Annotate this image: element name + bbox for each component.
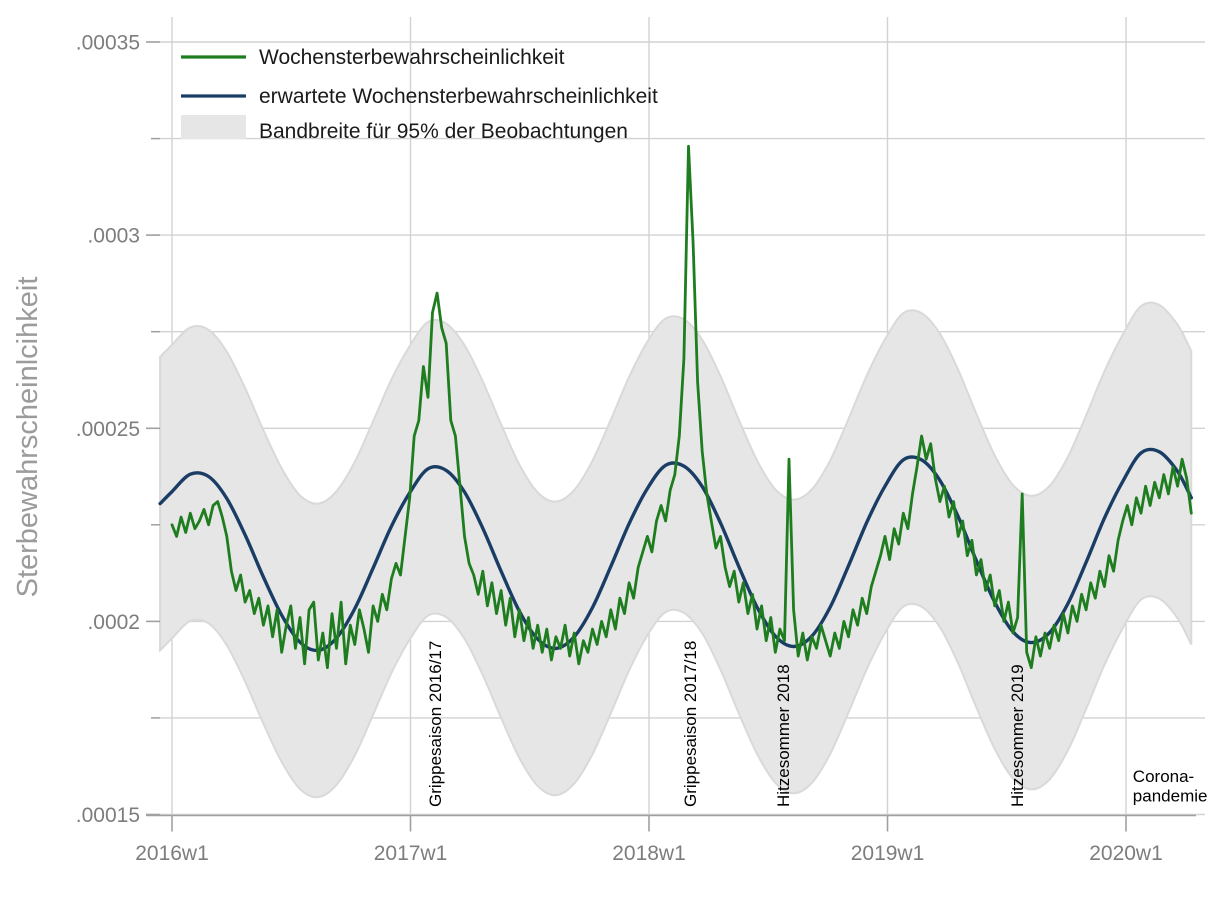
legend: Wochensterbewahrscheinlichkeit erwartete … [181,46,658,143]
event-annotation-line: Corona- [1133,767,1194,786]
event-annotation-line: pandemie [1133,787,1208,806]
y-tick-label: .0003 [87,225,140,248]
x-tick-label: 2018w1 [612,842,686,865]
event-annotation: Grippesaison 2017/18 [681,641,700,807]
x-tick-label: 2020w1 [1089,842,1163,865]
y-tick-label: .00035 [76,32,140,55]
x-tick-label: 2016w1 [135,842,209,865]
x-tick-label: 2019w1 [851,842,925,865]
confidence-band-area [159,301,1193,799]
event-annotation: Hitzesommer 2018 [774,664,793,807]
legend-label: erwartete Wochensterbewahrscheinlichkeit [259,85,658,108]
legend-label: Bandbreite für 95% der Beobachtungen [259,120,628,143]
axes: .00015 .0002 .00025 .0003 .00035 2016w1 2017w1… [76,32,1196,865]
y-axis-title: Sterbewahrscheinlcihkeit [12,277,44,598]
observed-mortality-line [170,144,1193,670]
y-tick-label: .0002 [87,611,140,634]
y-tick-label: .00025 [76,418,140,441]
legend-label: Wochensterbewahrscheinlichkeit [259,46,565,69]
event-annotation: Hitzesommer 2019 [1008,664,1027,807]
annotations: Grippesaison 2016/17 Grippesaison 2017/18… [426,641,1208,807]
x-tick-label: 2017w1 [374,842,448,865]
confidence-band [159,301,1193,799]
data-series [158,144,1193,670]
y-tick-label: .00015 [76,804,140,827]
legend-swatch-box [181,115,246,139]
event-annotation: Grippesaison 2016/17 [426,641,445,807]
